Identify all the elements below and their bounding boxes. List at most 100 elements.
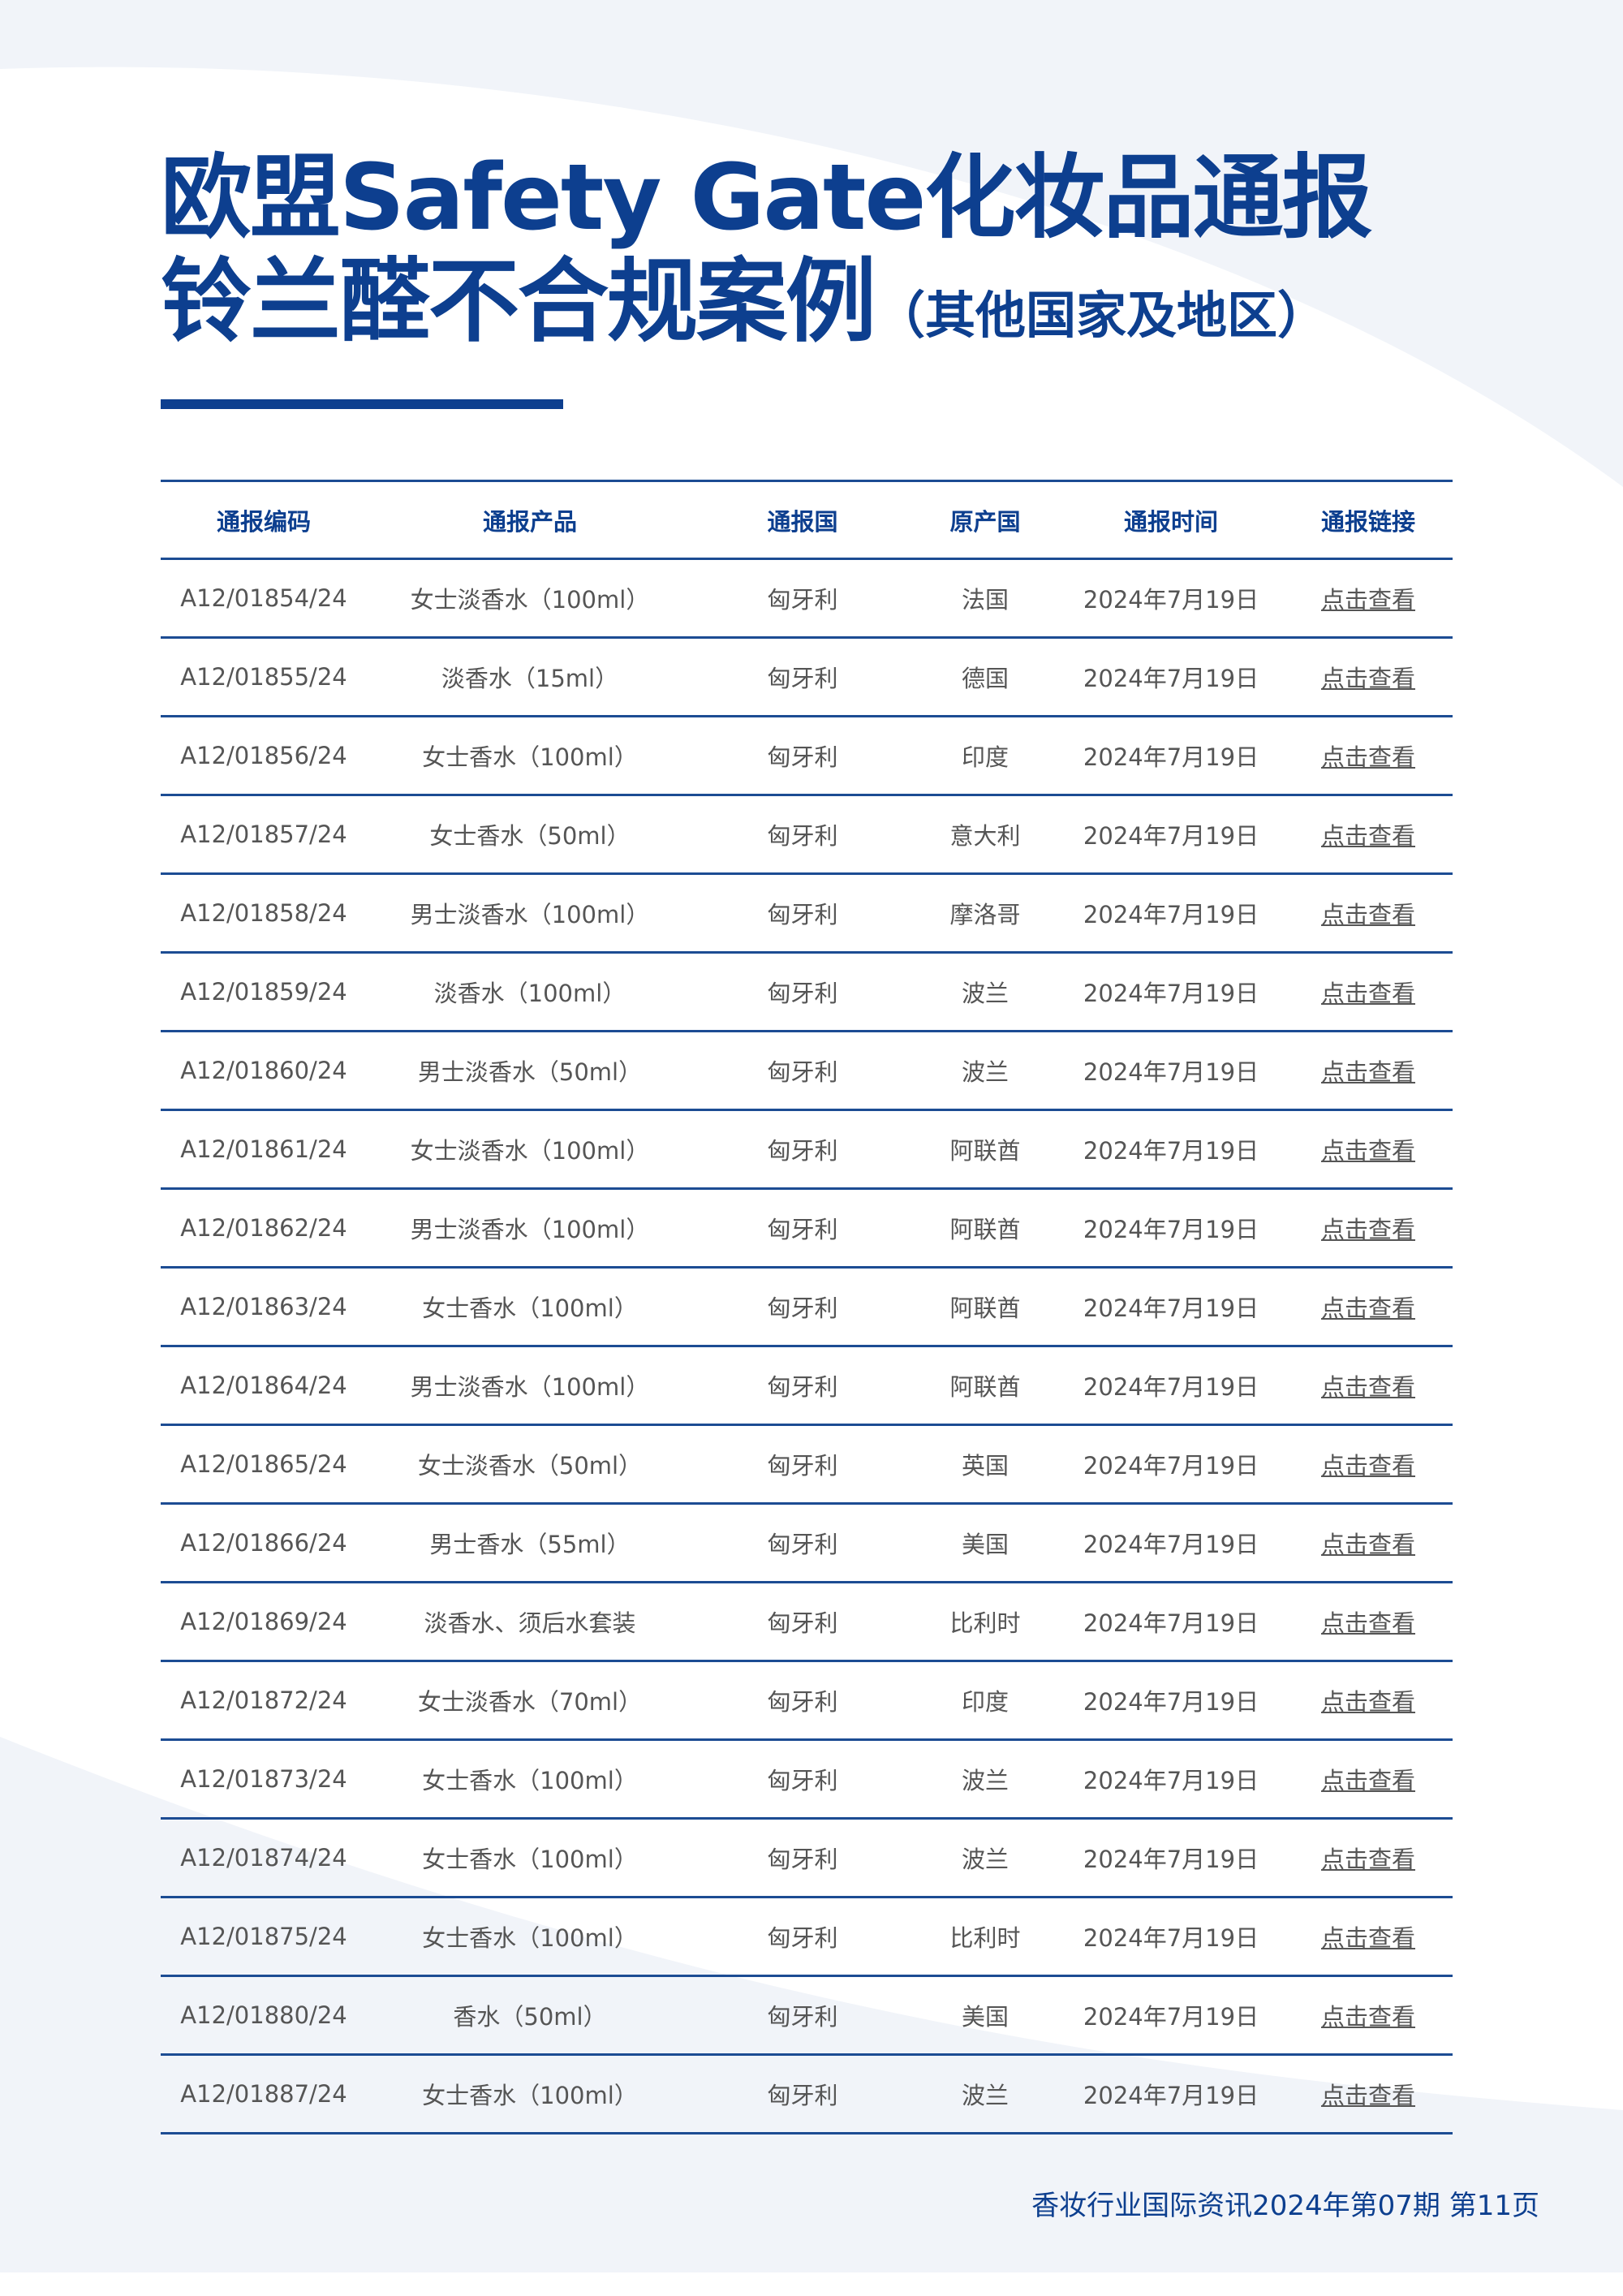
table-row: A12/01858/24 男士淡香水（100ml） 匈牙利 摩洛哥 2024年7月19日…	[161, 873, 1453, 954]
code-cell: A12/01869/24	[161, 1582, 367, 1662]
view-link[interactable]: 点击查看	[1320, 586, 1415, 614]
link-cell[interactable]: 点击查看	[1284, 1975, 1453, 2056]
view-link[interactable]: 点击查看	[1320, 1452, 1415, 1480]
link-cell[interactable]: 点击查看	[1284, 952, 1453, 1032]
link-cell[interactable]: 点击查看	[1284, 1424, 1453, 1505]
product-cell: 女士淡香水（70ml）	[367, 1661, 693, 1741]
view-link[interactable]: 点击查看	[1320, 901, 1415, 928]
header-product: 通报产品	[367, 480, 693, 560]
date-cell: 2024年7月19日	[1058, 1739, 1284, 1820]
code-cell: A12/01865/24	[161, 1424, 367, 1505]
date-cell: 2024年7月19日	[1058, 1582, 1284, 1662]
date-cell: 2024年7月19日	[1058, 1897, 1284, 1977]
product-cell: 香水（50ml）	[367, 1975, 693, 2056]
origin-country-cell: 美国	[912, 1975, 1058, 2056]
table-row: A12/01873/24 女士香水（100ml） 匈牙利 波兰 2024年7月19日 点击…	[161, 1739, 1453, 1820]
link-cell[interactable]: 点击查看	[1284, 1818, 1453, 1898]
link-cell[interactable]: 点击查看	[1284, 1346, 1453, 1426]
link-cell[interactable]: 点击查看	[1284, 1582, 1453, 1662]
link-cell[interactable]: 点击查看	[1284, 1739, 1453, 1820]
code-cell: A12/01855/24	[161, 637, 367, 717]
view-link[interactable]: 点击查看	[1320, 1924, 1415, 1952]
link-cell[interactable]: 点击查看	[1284, 1188, 1453, 1269]
origin-country-cell: 波兰	[912, 1031, 1058, 1111]
view-link[interactable]: 点击查看	[1320, 1058, 1415, 1086]
link-cell[interactable]: 点击查看	[1284, 873, 1453, 954]
view-link[interactable]: 点击查看	[1320, 1294, 1415, 1322]
date-cell: 2024年7月19日	[1058, 1661, 1284, 1741]
table-row: A12/01860/24 男士淡香水（50ml） 匈牙利 波兰 2024年7月19日 点击…	[161, 1031, 1453, 1111]
link-cell[interactable]: 点击查看	[1284, 2054, 1453, 2134]
product-cell: 男士淡香水（100ml）	[367, 1188, 693, 1269]
table-row: A12/01862/24 男士淡香水（100ml） 匈牙利 阿联酋 2024年7月19日…	[161, 1188, 1453, 1269]
table-row: A12/01887/24 女士香水（100ml） 匈牙利 波兰 2024年7月19日 点击…	[161, 2054, 1453, 2134]
view-link[interactable]: 点击查看	[1320, 1767, 1415, 1794]
date-cell: 2024年7月19日	[1058, 716, 1284, 796]
product-cell: 男士香水（55ml）	[367, 1503, 693, 1583]
code-cell: A12/01887/24	[161, 2054, 367, 2134]
view-link[interactable]: 点击查看	[1320, 1531, 1415, 1558]
view-link[interactable]: 点击查看	[1320, 1846, 1415, 1873]
view-link[interactable]: 点击查看	[1320, 2082, 1415, 2109]
notifying-country-cell: 匈牙利	[693, 1503, 912, 1583]
code-cell: A12/01854/24	[161, 558, 367, 639]
view-link[interactable]: 点击查看	[1320, 743, 1415, 771]
header-code: 通报编码	[161, 480, 367, 560]
notifying-country-cell: 匈牙利	[693, 1031, 912, 1111]
origin-country-cell: 英国	[912, 1424, 1058, 1505]
table-row: A12/01855/24 淡香水（15ml） 匈牙利 德国 2024年7月19日 点击查看	[161, 637, 1453, 717]
view-link[interactable]: 点击查看	[1320, 1609, 1415, 1637]
date-cell: 2024年7月19日	[1058, 1818, 1284, 1898]
product-cell: 女士香水（100ml）	[367, 1897, 693, 1977]
view-link[interactable]: 点击查看	[1320, 1688, 1415, 1716]
notifying-country-cell: 匈牙利	[693, 1661, 912, 1741]
code-cell: A12/01866/24	[161, 1503, 367, 1583]
view-link[interactable]: 点击查看	[1320, 2003, 1415, 2031]
view-link[interactable]: 点击查看	[1320, 822, 1415, 850]
link-cell[interactable]: 点击查看	[1284, 558, 1453, 639]
date-cell: 2024年7月19日	[1058, 1346, 1284, 1426]
view-link[interactable]: 点击查看	[1320, 1137, 1415, 1165]
notifying-country-cell: 匈牙利	[693, 1188, 912, 1269]
view-link[interactable]: 点击查看	[1320, 980, 1415, 1007]
link-cell[interactable]: 点击查看	[1284, 637, 1453, 717]
table-row: A12/01869/24 淡香水、须后水套装 匈牙利 比利时 2024年7月19日 点击查…	[161, 1582, 1453, 1662]
table-row: A12/01854/24 女士淡香水（100ml） 匈牙利 法国 2024年7月19日 点…	[161, 558, 1453, 639]
code-cell: A12/01860/24	[161, 1031, 367, 1111]
product-cell: 女士香水（50ml）	[367, 795, 693, 875]
link-cell[interactable]: 点击查看	[1284, 1897, 1453, 1977]
header-notifying-country: 通报国	[693, 480, 912, 560]
link-cell[interactable]: 点击查看	[1284, 795, 1453, 875]
date-cell: 2024年7月19日	[1058, 1503, 1284, 1583]
notifying-country-cell: 匈牙利	[693, 1739, 912, 1820]
view-link[interactable]: 点击查看	[1320, 1216, 1415, 1243]
code-cell: A12/01880/24	[161, 1975, 367, 2056]
link-cell[interactable]: 点击查看	[1284, 1661, 1453, 1741]
table-row: A12/01856/24 女士香水（100ml） 匈牙利 印度 2024年7月19日 点击…	[161, 716, 1453, 796]
link-cell[interactable]: 点击查看	[1284, 1503, 1453, 1583]
link-cell[interactable]: 点击查看	[1284, 1031, 1453, 1111]
notifying-country-cell: 匈牙利	[693, 716, 912, 796]
product-cell: 女士淡香水（50ml）	[367, 1424, 693, 1505]
product-cell: 淡香水（15ml）	[367, 637, 693, 717]
table-row: A12/01875/24 女士香水（100ml） 匈牙利 比利时 2024年7月19日 点…	[161, 1897, 1453, 1977]
date-cell: 2024年7月19日	[1058, 1975, 1284, 2056]
origin-country-cell: 阿联酋	[912, 1109, 1058, 1190]
table-row: A12/01861/24 女士淡香水（100ml） 匈牙利 阿联酋 2024年7月19日…	[161, 1109, 1453, 1190]
view-link[interactable]: 点击查看	[1320, 1373, 1415, 1401]
notifying-country-cell: 匈牙利	[693, 1346, 912, 1426]
product-cell: 女士淡香水（100ml）	[367, 1109, 693, 1190]
code-cell: A12/01873/24	[161, 1739, 367, 1820]
origin-country-cell: 阿联酋	[912, 1267, 1058, 1347]
product-cell: 女士香水（100ml）	[367, 2054, 693, 2134]
origin-country-cell: 意大利	[912, 795, 1058, 875]
origin-country-cell: 印度	[912, 716, 1058, 796]
header-origin-country: 原产国	[912, 480, 1058, 560]
code-cell: A12/01858/24	[161, 873, 367, 954]
link-cell[interactable]: 点击查看	[1284, 1109, 1453, 1190]
code-cell: A12/01872/24	[161, 1661, 367, 1741]
product-cell: 男士淡香水（50ml）	[367, 1031, 693, 1111]
link-cell[interactable]: 点击查看	[1284, 1267, 1453, 1347]
view-link[interactable]: 点击查看	[1320, 665, 1415, 692]
link-cell[interactable]: 点击查看	[1284, 716, 1453, 796]
